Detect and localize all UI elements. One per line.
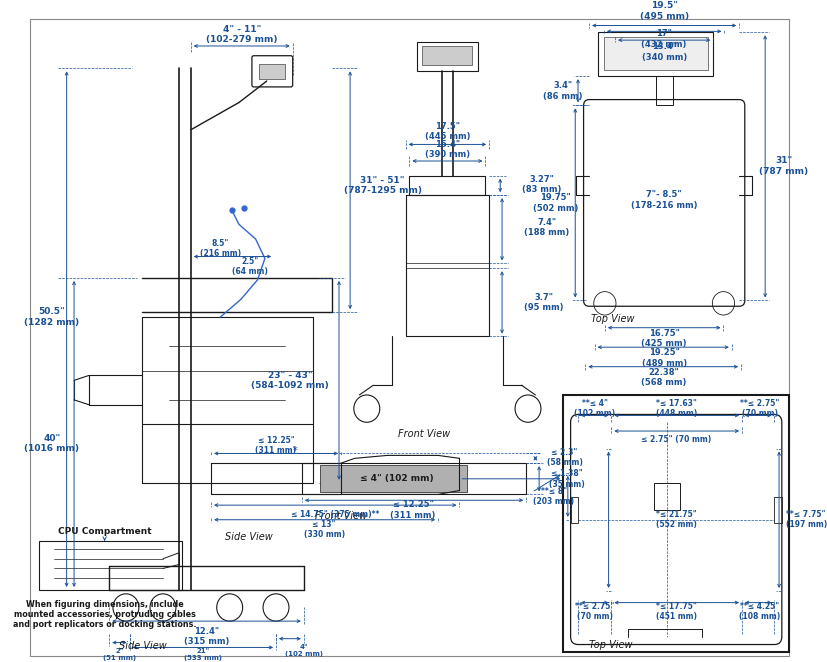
Bar <box>570 497 577 523</box>
Bar <box>422 46 472 66</box>
Text: Top View: Top View <box>590 314 633 324</box>
Text: Front View: Front View <box>398 429 450 439</box>
Text: 19.75"
(502 mm): 19.75" (502 mm) <box>533 193 578 213</box>
Text: 15.4"
(390 mm): 15.4" (390 mm) <box>424 140 470 159</box>
Text: Top View: Top View <box>589 639 632 649</box>
Bar <box>598 32 712 76</box>
Bar <box>562 395 788 652</box>
Text: *≤ 21.75"
(552 mm): *≤ 21.75" (552 mm) <box>655 510 696 530</box>
Bar <box>653 483 679 510</box>
Text: 7"- 8.5"
(178-216 mm): 7"- 8.5" (178-216 mm) <box>630 190 696 210</box>
Text: **≤ 7.75"
(197 mm): **≤ 7.75" (197 mm) <box>785 510 826 530</box>
Bar <box>320 465 466 493</box>
Bar <box>302 463 525 495</box>
Text: 7.4"
(188 mm): 7.4" (188 mm) <box>523 218 569 237</box>
Text: 50.5"
(1282 mm): 50.5" (1282 mm) <box>24 307 79 326</box>
Text: 22.38"
(568 mm): 22.38" (568 mm) <box>641 367 686 387</box>
Text: 3.7"
(95 mm): 3.7" (95 mm) <box>523 293 563 312</box>
Text: 4" - 11"
(102-279 mm): 4" - 11" (102-279 mm) <box>206 24 277 44</box>
Text: 2.5"
(64 mm): 2.5" (64 mm) <box>232 257 268 276</box>
Text: ≤ 12.25"
(311 mm): ≤ 12.25" (311 mm) <box>390 500 435 520</box>
Bar <box>773 497 781 523</box>
Text: *: * <box>293 446 298 455</box>
Text: When figuring dimensions, include
mounted accessories, protruding cables
and por: When figuring dimensions, include mounte… <box>13 600 196 630</box>
Text: **≤ 8"
(203 mm): **≤ 8" (203 mm) <box>533 487 574 506</box>
Bar <box>603 37 707 70</box>
Text: 16.75"
(425 mm): 16.75" (425 mm) <box>641 329 686 348</box>
Text: *≤ 17.63"
(448 mm): *≤ 17.63" (448 mm) <box>655 399 696 418</box>
Text: Side View: Side View <box>118 641 166 651</box>
Bar <box>259 64 285 79</box>
Text: 23" - 43"
(584-1092 mm): 23" - 43" (584-1092 mm) <box>251 371 328 390</box>
Text: ≤ 4" (102 mm): ≤ 4" (102 mm) <box>359 474 433 483</box>
Text: ≤ 14.75" (375 mm)**: ≤ 14.75" (375 mm)** <box>291 510 379 520</box>
Bar <box>39 542 182 590</box>
Text: ≤ 2.75" (70 mm): ≤ 2.75" (70 mm) <box>640 436 710 444</box>
Text: **≤ 4.25"
(108 mm): **≤ 4.25" (108 mm) <box>738 602 779 621</box>
Text: ≤ 12.25"
(311 mm): ≤ 12.25" (311 mm) <box>256 436 296 455</box>
Text: 8.5"
(216 mm): 8.5" (216 mm) <box>199 239 241 258</box>
Bar <box>655 76 672 105</box>
Text: 2"
(51 mm): 2" (51 mm) <box>103 648 136 661</box>
Text: *≤ 17.75"
(451 mm): *≤ 17.75" (451 mm) <box>655 602 696 621</box>
Text: 21"
(533 mm): 21" (533 mm) <box>184 648 222 661</box>
Text: Side View: Side View <box>225 532 272 542</box>
Text: **≤ 2.75"
(70 mm): **≤ 2.75" (70 mm) <box>574 602 614 621</box>
Text: 31" - 51"
(787-1295 mm): 31" - 51" (787-1295 mm) <box>343 175 421 195</box>
Text: 13.4"
(340 mm): 13.4" (340 mm) <box>641 42 686 62</box>
Text: 3.4"
(86 mm): 3.4" (86 mm) <box>543 81 582 101</box>
Text: ≤ 2.3"
(58 mm): ≤ 2.3" (58 mm) <box>546 448 581 467</box>
Text: 31"
(787 mm): 31" (787 mm) <box>758 156 807 175</box>
Text: 19.25"
(489 mm): 19.25" (489 mm) <box>641 348 686 367</box>
Text: Front View: Front View <box>314 511 366 521</box>
Text: CPU Compartment: CPU Compartment <box>58 527 151 536</box>
Text: **≤ 4"
(102 mm): **≤ 4" (102 mm) <box>573 399 614 418</box>
Text: 17"
(432 mm): 17" (432 mm) <box>641 29 686 49</box>
Text: **≤ 2.75"
(70 mm): **≤ 2.75" (70 mm) <box>739 399 778 418</box>
Text: 12.4"
(315 mm): 12.4" (315 mm) <box>184 627 229 646</box>
Text: ≤ 13"
(330 mm): ≤ 13" (330 mm) <box>304 520 344 539</box>
Text: 40"
(1016 mm): 40" (1016 mm) <box>24 434 79 453</box>
Text: ≤ 1.38"
(35 mm): ≤ 1.38" (35 mm) <box>548 469 585 489</box>
Text: 4"
(102 mm): 4" (102 mm) <box>284 644 323 657</box>
Text: 19.5"
(495 mm): 19.5" (495 mm) <box>638 1 688 21</box>
Bar <box>416 42 477 71</box>
Text: 17.5"
(445 mm): 17.5" (445 mm) <box>424 122 470 142</box>
Text: 3.27"
(83 mm): 3.27" (83 mm) <box>522 175 562 194</box>
